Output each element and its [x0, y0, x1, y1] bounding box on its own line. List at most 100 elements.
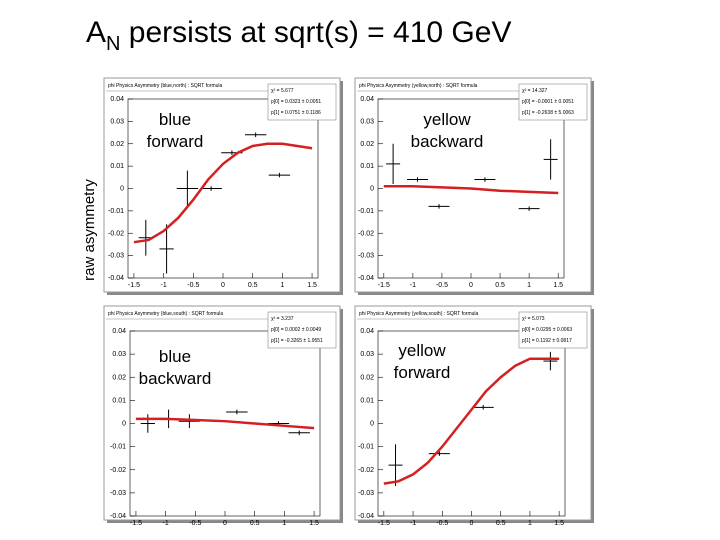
x-tick-label: -1 — [163, 520, 169, 527]
stats-box — [518, 311, 588, 349]
panel-title: phi Physics Asymmetry (yellow,south) : S… — [359, 311, 479, 317]
x-tick-label: -0.5 — [189, 520, 201, 527]
y-tick-label: 0.02 — [360, 141, 374, 148]
y-tick-label: -0.04 — [358, 513, 374, 520]
x-tick-label: -0.5 — [436, 520, 448, 527]
x-tick-label: -1.5 — [128, 282, 140, 289]
x-tick-label: -1 — [410, 282, 416, 289]
y-tick-label: 0 — [120, 186, 124, 193]
stats-box — [267, 83, 337, 121]
title-rest: persists at sqrt(s) = 410 GeV — [120, 16, 511, 49]
x-tick-label: -0.5 — [436, 282, 448, 289]
y-tick-label: 0.04 — [112, 328, 126, 335]
stats-line: p[1] = 0.0751 ± 0.1186 — [271, 110, 321, 116]
stats-line: p[0] = 0.0295 ± 0.0063 — [522, 327, 572, 333]
y-tick-label: -0.01 — [358, 444, 374, 451]
y-tick-label: 0.01 — [360, 397, 374, 404]
x-tick-label: 0 — [469, 282, 473, 289]
panel-annotation: yellow — [398, 341, 446, 360]
x-tick-label: -1 — [410, 520, 416, 527]
x-tick-label: 0 — [470, 520, 474, 527]
y-tick-label: -0.04 — [108, 275, 124, 282]
panel-annotation: yellow — [423, 110, 471, 129]
y-tick-label: 0.01 — [360, 163, 374, 170]
x-tick-label: -1 — [161, 282, 167, 289]
x-tick-label: 0 — [221, 282, 225, 289]
y-tick-label: 0.04 — [360, 328, 374, 335]
panel-title: phi Physics Asymmetry (blue,south) : SQR… — [108, 311, 223, 317]
y-tick-label: 0.03 — [110, 118, 124, 125]
y-tick-label: 0.04 — [360, 96, 374, 103]
x-tick-label: 1.5 — [309, 520, 319, 527]
y-tick-label: -0.03 — [108, 253, 124, 260]
y-tick-label: -0.02 — [358, 230, 374, 237]
y-tick-label: -0.04 — [358, 275, 374, 282]
y-tick-label: 0 — [370, 421, 374, 428]
panel-annotation: backward — [139, 369, 212, 388]
stats-line: p[0] = -0.0001 ± 0.0051 — [522, 99, 574, 105]
y-tick-label: -0.01 — [110, 444, 126, 451]
x-tick-label: 1 — [528, 520, 532, 527]
stats-line: χ² = 3.237 — [271, 316, 294, 322]
y-tick-label: 0.03 — [360, 118, 374, 125]
x-tick-label: 1.5 — [553, 282, 563, 289]
y-axis-label: raw asymmetry — [81, 179, 98, 281]
y-tick-label: -0.01 — [108, 208, 124, 215]
y-tick-label: -0.04 — [110, 513, 126, 520]
x-tick-label: 0.5 — [248, 282, 258, 289]
y-tick-label: -0.02 — [358, 467, 374, 474]
panel-annotation: blue — [159, 110, 191, 129]
x-tick-label: 1 — [280, 282, 284, 289]
stats-box — [518, 83, 588, 121]
y-tick-label: -0.03 — [110, 490, 126, 497]
x-tick-label: 0 — [223, 520, 227, 527]
y-tick-label: 0.01 — [112, 397, 126, 404]
stats-line: χ² = 5.073 — [522, 316, 545, 322]
y-tick-label: -0.03 — [358, 253, 374, 260]
stats-line: χ² = 14.327 — [522, 88, 548, 94]
y-tick-label: 0 — [122, 421, 126, 428]
panel-annotation: blue — [159, 347, 191, 366]
slide-title: AN persists at sqrt(s) = 410 GeV — [86, 16, 511, 55]
x-tick-label: 1.5 — [554, 520, 564, 527]
y-tick-label: 0.03 — [360, 351, 374, 358]
stats-line: p[1] = -0.2638 ± 5.0063 — [522, 110, 574, 116]
y-tick-label: 0.03 — [112, 351, 126, 358]
fit-curve — [383, 357, 560, 485]
stats-line: p[0] = 0.0323 ± 0.0051 — [271, 99, 321, 105]
x-tick-label: 1.5 — [307, 282, 317, 289]
y-tick-label: 0 — [370, 186, 374, 193]
stats-line: p[1] = -0.3265 ± 1.9551 — [271, 338, 323, 344]
y-tick-label: 0.02 — [360, 374, 374, 381]
x-tick-label: -1.5 — [378, 520, 390, 527]
fit-curve — [133, 142, 313, 244]
title-main: A — [86, 16, 106, 49]
y-tick-label: 0.02 — [112, 374, 126, 381]
x-tick-label: 0.5 — [495, 282, 505, 289]
panel-annotation: forward — [147, 132, 204, 151]
title-sub: N — [106, 33, 120, 55]
x-tick-label: -0.5 — [187, 282, 199, 289]
stats-line: p[1] = 0.1192 ± 0.0817 — [522, 338, 572, 344]
panel-annotation: backward — [411, 132, 484, 151]
stats-box — [267, 311, 337, 349]
y-tick-label: -0.02 — [108, 230, 124, 237]
x-tick-label: 0.5 — [496, 520, 506, 527]
panel-title: phi Physics Asymmetry (blue,north) : SQR… — [108, 83, 223, 89]
x-tick-label: -1.5 — [378, 282, 390, 289]
y-tick-label: 0.01 — [110, 163, 124, 170]
x-tick-label: 1 — [527, 282, 531, 289]
y-tick-label: -0.02 — [110, 467, 126, 474]
x-tick-label: 0.5 — [250, 520, 260, 527]
y-tick-label: 0.04 — [110, 96, 124, 103]
fit-curve — [383, 185, 559, 195]
stats-line: χ² = 5.677 — [271, 88, 294, 94]
y-tick-label: -0.01 — [358, 208, 374, 215]
x-tick-label: -1.5 — [130, 520, 142, 527]
stats-line: p[0] = 0.0002 ± 0.0049 — [271, 327, 321, 333]
panel-title: phi Physics Asymmetry (yellow,north) : S… — [359, 83, 478, 89]
y-tick-label: 0.02 — [110, 141, 124, 148]
x-tick-label: 1 — [282, 520, 286, 527]
fit-curve — [135, 417, 315, 430]
